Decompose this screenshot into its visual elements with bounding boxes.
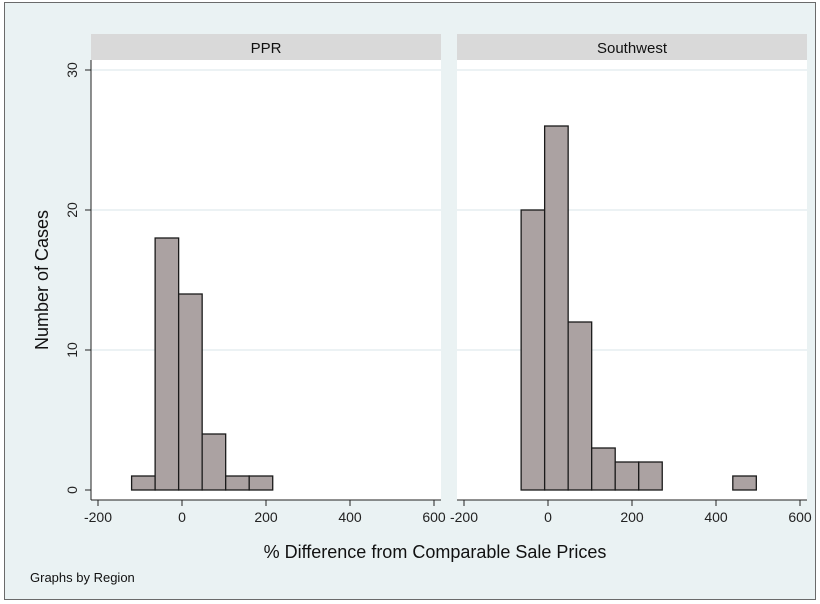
histogram-bar <box>225 475 250 491</box>
y-axis-title: Number of Cases <box>32 210 52 350</box>
histogram-bar <box>201 433 227 491</box>
x-tick-label: 0 <box>178 509 186 525</box>
x-axis-title: % Difference from Comparable Sale Prices <box>264 542 607 562</box>
plot-area <box>91 60 441 500</box>
x-tick-label: 400 <box>704 509 728 525</box>
panel-strip <box>91 34 441 60</box>
histogram-bar <box>154 237 180 491</box>
panel-title: Southwest <box>597 40 668 57</box>
histogram-bar <box>248 475 274 491</box>
histogram-bar <box>732 475 757 491</box>
histogram-bar <box>591 447 616 491</box>
x-tick-label: 600 <box>788 509 812 525</box>
y-tick-label: 20 <box>64 202 80 218</box>
y-tick-label: 30 <box>64 62 80 78</box>
histogram-bar <box>520 209 546 491</box>
panel-title: PPR <box>251 40 282 57</box>
x-tick-label: 200 <box>254 509 278 525</box>
histogram-bar <box>543 125 569 491</box>
x-tick-label: 400 <box>338 509 362 525</box>
histogram-bar <box>177 293 203 491</box>
histogram-bar <box>130 475 156 491</box>
histogram-bar <box>567 321 593 491</box>
x-tick-label: 0 <box>544 509 552 525</box>
panels: PPR -200 0 200 400 600 0 10 20 30 Southwest -200 0 20… <box>64 34 812 525</box>
x-tick-label: 200 <box>620 509 644 525</box>
panel-southwest: Southwest -200 0 200 400 600 <box>450 34 812 525</box>
histogram-bar <box>638 461 663 491</box>
x-tick-label: -200 <box>84 509 112 525</box>
histogram-bar <box>614 461 640 491</box>
panel-ppr: PPR -200 0 200 400 600 0 10 20 30 <box>64 34 446 525</box>
plot-area <box>457 60 807 500</box>
y-tick-label: 0 <box>64 486 80 494</box>
x-tick-label: -200 <box>450 509 478 525</box>
x-tick-label: 600 <box>422 509 446 525</box>
graphs-by-note: Graphs by Region <box>30 570 135 585</box>
y-tick-label: 10 <box>64 342 80 358</box>
panel-strip <box>457 34 807 60</box>
